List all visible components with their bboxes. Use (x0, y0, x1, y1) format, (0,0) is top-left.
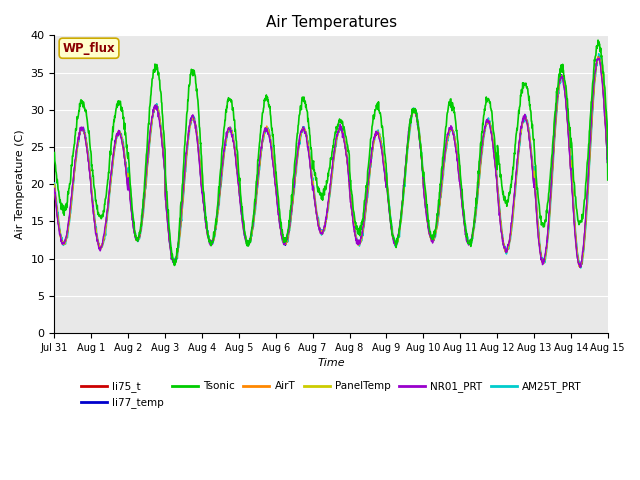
li75_t (317, 230, 324, 236)
NR01_PRT (317, 230, 324, 236)
Line: li77_temp: li77_temp (54, 58, 608, 266)
AM25T_PRT (51, 180, 58, 186)
li77_temp (543, 244, 550, 250)
Text: WP_flux: WP_flux (63, 42, 115, 55)
NR01_PRT (597, 72, 605, 77)
li77_temp (137, 225, 145, 231)
NR01_PRT (596, 55, 604, 61)
Tsonic (462, 227, 470, 233)
PanelTemp (306, 156, 314, 162)
Tsonic (604, 177, 612, 183)
Tsonic (543, 210, 550, 216)
li75_t (137, 226, 145, 232)
PanelTemp (137, 226, 145, 232)
AM25T_PRT (461, 223, 469, 229)
li75_t (461, 228, 469, 233)
li75_t (576, 264, 584, 270)
AirT (306, 159, 314, 165)
AirT (597, 68, 605, 73)
Tsonic (171, 263, 179, 268)
li77_temp (577, 264, 584, 269)
Line: PanelTemp: PanelTemp (54, 58, 608, 266)
PanelTemp (577, 264, 584, 269)
NR01_PRT (604, 155, 612, 161)
AirT (604, 150, 612, 156)
Tsonic (594, 37, 602, 43)
NR01_PRT (137, 224, 145, 230)
PanelTemp (317, 228, 324, 234)
li77_temp (461, 228, 469, 234)
PanelTemp (543, 246, 550, 252)
li77_temp (317, 228, 324, 234)
Tsonic (597, 54, 605, 60)
PanelTemp (604, 149, 612, 155)
Line: NR01_PRT: NR01_PRT (54, 58, 608, 267)
AirT (137, 225, 145, 231)
NR01_PRT (461, 232, 469, 238)
NR01_PRT (306, 161, 314, 167)
AirT (51, 183, 58, 189)
AM25T_PRT (595, 51, 603, 57)
Tsonic (307, 141, 314, 147)
AM25T_PRT (597, 60, 605, 66)
AirT (461, 228, 469, 234)
AirT (576, 264, 584, 269)
Tsonic (137, 222, 145, 228)
li77_temp (306, 160, 314, 166)
AM25T_PRT (317, 228, 324, 233)
AM25T_PRT (306, 156, 314, 162)
li77_temp (597, 68, 605, 73)
PanelTemp (597, 64, 605, 70)
Line: AirT: AirT (54, 57, 608, 266)
li77_temp (594, 55, 602, 61)
Line: AM25T_PRT: AM25T_PRT (54, 54, 608, 268)
X-axis label: Time: Time (317, 359, 345, 369)
Tsonic (317, 192, 324, 197)
li77_temp (51, 185, 58, 191)
li75_t (51, 182, 58, 188)
AM25T_PRT (543, 249, 550, 255)
AirT (317, 229, 324, 235)
Tsonic (51, 150, 58, 156)
AM25T_PRT (577, 265, 584, 271)
li75_t (306, 159, 314, 165)
li75_t (543, 245, 550, 251)
Line: Tsonic: Tsonic (54, 40, 608, 265)
li75_t (597, 66, 605, 72)
li75_t (595, 54, 602, 60)
Title: Air Temperatures: Air Temperatures (266, 15, 397, 30)
Line: li75_t: li75_t (54, 57, 608, 267)
Legend: li75_t, li77_temp, Tsonic, AirT, PanelTemp, NR01_PRT, AM25T_PRT: li75_t, li77_temp, Tsonic, AirT, PanelTe… (76, 377, 586, 412)
PanelTemp (595, 55, 602, 61)
NR01_PRT (51, 185, 58, 191)
PanelTemp (461, 226, 469, 232)
li75_t (604, 150, 612, 156)
Y-axis label: Air Temperature (C): Air Temperature (C) (15, 130, 25, 239)
li77_temp (604, 151, 612, 156)
AirT (594, 54, 602, 60)
AM25T_PRT (137, 228, 145, 234)
AirT (543, 245, 550, 251)
NR01_PRT (543, 245, 550, 251)
AM25T_PRT (604, 145, 612, 151)
NR01_PRT (577, 264, 584, 270)
PanelTemp (51, 181, 58, 187)
